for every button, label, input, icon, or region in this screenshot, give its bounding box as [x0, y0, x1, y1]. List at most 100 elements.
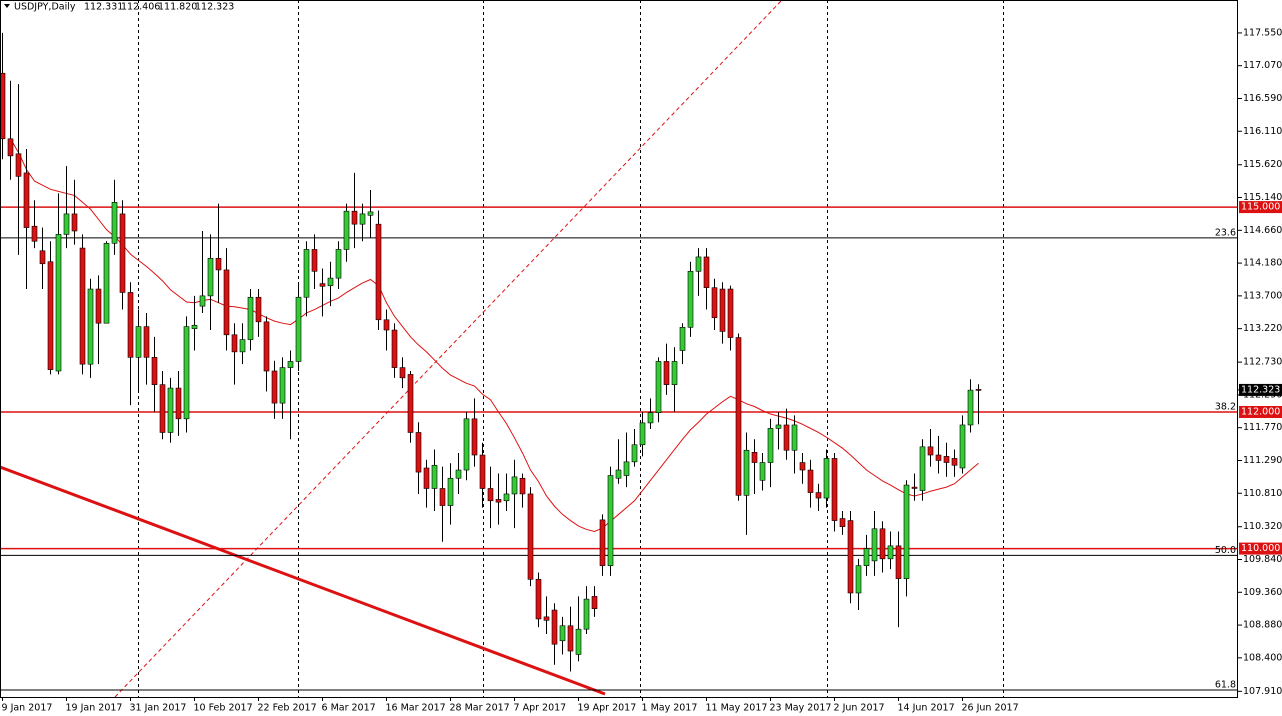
y-tick-label: 109.840: [1243, 554, 1282, 565]
chart-title: USDJPY,Daily: [14, 2, 76, 13]
y-tick-label: 117.550: [1243, 27, 1282, 38]
candle-body: [967, 389, 974, 426]
candle-body: [639, 422, 646, 446]
candle-body: [599, 519, 606, 566]
candle-body: [847, 520, 854, 594]
candle-body: [415, 432, 422, 473]
candle-body: [895, 545, 902, 579]
level-label: 110.000: [1241, 543, 1280, 554]
x-tick-label: 10 Feb 2017: [194, 703, 253, 714]
header-value: 112.331: [84, 2, 123, 13]
candle-body: [343, 210, 350, 250]
candle-body: [863, 548, 870, 566]
x-tick-label: 28 Mar 2017: [450, 703, 510, 714]
candle-body: [783, 424, 790, 451]
candle-body: [71, 213, 78, 232]
y-tick-label: 112.730: [1243, 357, 1282, 368]
candle-body: [663, 361, 670, 385]
y-tick-label: 109.360: [1243, 587, 1282, 598]
candle-body: [111, 202, 118, 244]
candle-body: [87, 288, 94, 365]
candle-body: [551, 609, 558, 645]
candle-body: [119, 213, 126, 293]
candle-body: [519, 477, 526, 495]
candle-body: [559, 625, 566, 642]
candle-body: [767, 428, 774, 463]
y-tick-label: 107.910: [1243, 686, 1282, 697]
y-tick-label: 113.220: [1243, 323, 1282, 334]
candle-body: [591, 596, 598, 609]
x-tick-label: 26 Jun 2017: [962, 703, 1019, 714]
menu-triangle: [4, 4, 10, 8]
header-value: 111.820: [158, 2, 197, 13]
candle-body: [279, 367, 286, 404]
candle-body: [0, 72, 6, 140]
level-label-box: [1239, 405, 1282, 418]
candle-body: [183, 326, 190, 420]
candle-body: [791, 424, 798, 451]
x-tick-label: 31 Jan 2017: [130, 703, 187, 714]
candle-body: [271, 370, 278, 404]
candle-body: [951, 458, 958, 466]
candle-body: [823, 458, 830, 499]
candle-body: [7, 138, 14, 157]
candle-body: [391, 329, 398, 368]
candle-body: [887, 545, 894, 560]
candle-body: [191, 324, 198, 329]
header-value: 112.406: [121, 2, 160, 13]
x-tick-label: 16 Mar 2017: [386, 703, 446, 714]
x-tick-label: 14 Jun 2017: [898, 703, 955, 714]
plot-layer: [0, 32, 1238, 691]
candle-body: [383, 319, 390, 331]
candle-body: [479, 454, 486, 489]
x-tick-label: 19 Apr 2017: [578, 703, 637, 714]
candle-body: [631, 444, 638, 463]
candle-body: [719, 288, 726, 332]
fib-label: 23.6: [1215, 227, 1236, 238]
candle-body: [975, 389, 982, 391]
candle-body: [23, 172, 30, 228]
x-tick-label: 9 Jan 2017: [2, 703, 53, 714]
candle-body: [671, 361, 678, 385]
candle-body: [743, 449, 750, 496]
y-tick-label: 111.290: [1243, 455, 1282, 466]
candle-body: [375, 223, 382, 321]
candle-body: [215, 258, 222, 271]
candle-body: [39, 250, 46, 265]
candle-body: [135, 326, 142, 358]
candle-body: [927, 446, 934, 456]
candle-body: [487, 488, 494, 502]
candle-body: [239, 339, 246, 353]
candle-body: [207, 258, 214, 297]
candle-body: [439, 488, 446, 506]
candle-body: [47, 261, 54, 370]
candle-body: [775, 424, 782, 429]
y-tick-label: 115.140: [1243, 192, 1282, 203]
candle-body: [535, 579, 542, 620]
candle-body: [327, 277, 334, 286]
candle-body: [319, 283, 326, 287]
candle-body: [935, 454, 942, 461]
candle-body: [695, 256, 702, 272]
level-label: 112.000: [1241, 406, 1280, 417]
candle-body: [303, 249, 310, 298]
x-tick-label: 22 Feb 2017: [258, 703, 317, 714]
candle-body: [95, 288, 102, 324]
plot-border: [0, 0, 1238, 698]
x-tick-label: 11 May 2017: [706, 703, 768, 714]
candle-body: [583, 598, 590, 630]
level-label: 115.000: [1241, 202, 1280, 213]
x-tick-label: 7 Apr 2017: [514, 703, 567, 714]
candle-body: [911, 486, 918, 489]
candle-body: [31, 225, 38, 242]
candle-body: [655, 361, 662, 413]
candle-body: [759, 462, 766, 481]
candle-body: [839, 518, 846, 528]
fib-label: 38.2: [1215, 401, 1236, 412]
candle-body: [711, 287, 718, 319]
candle-body: [575, 628, 582, 655]
y-tick-label: 116.110: [1243, 126, 1282, 137]
candle-body: [295, 296, 302, 362]
candle-body: [943, 456, 950, 463]
